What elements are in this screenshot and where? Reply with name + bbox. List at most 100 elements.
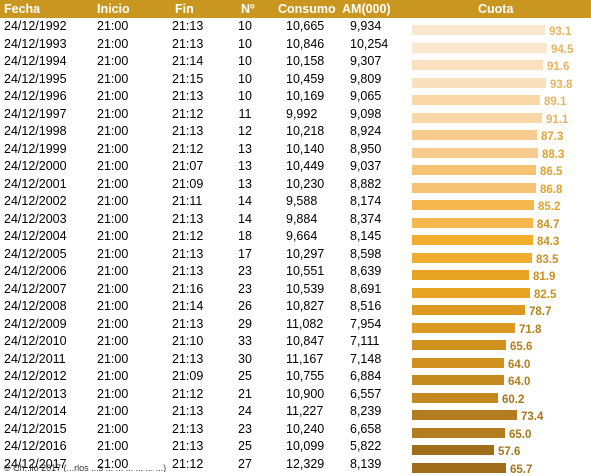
cuota-bar bbox=[412, 165, 536, 175]
table-row: 24/12/2007 21:00 21:16 23 10,539 8,691 82.5 bbox=[0, 281, 591, 301]
cell-consumo: 11,082 bbox=[286, 316, 324, 331]
table-row: 24/12/2017 21:00 21:12 27 12,329 8,139 65.7 bbox=[0, 456, 591, 476]
cuota-value-label: 64.0 bbox=[508, 376, 531, 388]
header-consumo: Consumo bbox=[278, 2, 336, 16]
cell-am: 9,809 bbox=[350, 71, 382, 86]
cell-am: 8,174 bbox=[350, 194, 382, 208]
cuota-value-label: 81.9 bbox=[533, 271, 556, 283]
cell-consumo: 10,099 bbox=[286, 439, 325, 453]
cell-numero: 25 bbox=[238, 439, 252, 453]
cell-fecha: 24/12/2004 bbox=[4, 229, 67, 243]
cell-inicio: 21:00 bbox=[97, 71, 129, 86]
cuota-value-label: 91.1 bbox=[546, 113, 569, 126]
cell-am: 9,065 bbox=[350, 89, 382, 103]
cuota-value-label: 94.5 bbox=[551, 43, 574, 56]
cell-consumo: 10,169 bbox=[286, 89, 325, 103]
cell-fecha: 24/12/2000 bbox=[4, 159, 67, 173]
cell-inicio: 21:00 bbox=[97, 19, 129, 33]
cell-inicio: 21:00 bbox=[97, 264, 129, 278]
cell-fecha: 24/12/2003 bbox=[4, 211, 67, 226]
table-row: 24/12/2001 21:00 21:09 13 10,230 8,882 86.8 bbox=[0, 176, 591, 196]
table-row: 24/12/2010 21:00 21:10 33 10,847 7,111 65.6 bbox=[0, 334, 591, 353]
cell-numero: 25 bbox=[238, 369, 252, 383]
cell-consumo: 10,297 bbox=[286, 246, 325, 261]
cell-fin: 21:12 bbox=[172, 386, 204, 401]
cell-consumo: 9,992 bbox=[286, 106, 318, 121]
cuota-value-label: 65.7 bbox=[510, 463, 533, 476]
table-row: 24/12/2015 21:00 21:13 23 10,240 6,658 65.0 bbox=[0, 421, 591, 441]
table-row: 24/12/2002 21:00 21:11 14 9,588 8,174 85.2 bbox=[0, 194, 591, 213]
cell-inicio: 21:00 bbox=[97, 404, 129, 418]
cell-inicio: 21:00 bbox=[97, 159, 129, 173]
cell-inicio: 21:00 bbox=[97, 439, 129, 453]
cuota-value-label: 89.1 bbox=[544, 96, 567, 108]
cell-inicio: 21:00 bbox=[97, 194, 129, 208]
cell-inicio: 21:00 bbox=[97, 176, 129, 191]
cell-fin: 21:13 bbox=[172, 19, 204, 33]
cell-fin: 21:13 bbox=[172, 351, 204, 366]
cell-numero: 23 bbox=[238, 264, 252, 278]
cell-am: 8,374 bbox=[350, 211, 382, 226]
cell-inicio: 21:00 bbox=[97, 229, 129, 243]
cell-consumo: 12,329 bbox=[286, 456, 325, 471]
cell-consumo: 11,227 bbox=[286, 404, 324, 418]
cuota-value-label: 71.8 bbox=[519, 323, 542, 336]
cell-numero: 10 bbox=[238, 19, 252, 33]
cell-fin: 21:14 bbox=[172, 54, 204, 68]
cell-am: 9,307 bbox=[350, 54, 382, 68]
cuota-bar bbox=[412, 182, 536, 193]
cell-am: 8,882 bbox=[350, 176, 382, 191]
footnote-text: © Ch..llo 2017 (...rlos ...s ... ... ...… bbox=[4, 464, 167, 472]
cell-consumo: 10,158 bbox=[286, 54, 325, 68]
cuota-value-label: 82.5 bbox=[534, 288, 557, 301]
cell-numero: 33 bbox=[238, 334, 252, 348]
cuota-bar bbox=[412, 270, 529, 280]
cell-fin: 21:13 bbox=[172, 89, 204, 103]
cell-am: 6,557 bbox=[350, 386, 382, 401]
cuota-value-label: 84.7 bbox=[537, 218, 560, 231]
cell-inicio: 21:00 bbox=[97, 334, 129, 348]
cell-am: 8,239 bbox=[350, 404, 382, 418]
cell-fecha: 24/12/2005 bbox=[4, 246, 67, 261]
cell-fin: 21:07 bbox=[172, 159, 204, 173]
cell-numero: 11 bbox=[238, 106, 252, 121]
cell-am: 8,950 bbox=[350, 141, 382, 156]
cell-consumo: 9,664 bbox=[286, 229, 318, 243]
table-row: 24/12/2012 21:00 21:09 25 10,755 6,884 64.0 bbox=[0, 369, 591, 388]
cell-am: 9,037 bbox=[350, 159, 382, 173]
cell-fecha: 24/12/1996 bbox=[4, 89, 67, 103]
cell-inicio: 21:00 bbox=[97, 351, 129, 366]
cuota-value-label: 93.8 bbox=[550, 78, 573, 91]
header-inicio: Inicio bbox=[97, 2, 130, 16]
cell-numero: 14 bbox=[238, 211, 252, 226]
cuota-bar bbox=[412, 322, 515, 333]
cell-numero: 29 bbox=[238, 316, 252, 331]
cell-fin: 21:13 bbox=[172, 264, 204, 278]
cell-numero: 13 bbox=[238, 141, 252, 156]
cuota-bar bbox=[412, 305, 525, 315]
cell-consumo: 10,140 bbox=[286, 141, 325, 156]
cell-numero: 26 bbox=[238, 299, 252, 313]
cuota-value-label: 88.3 bbox=[542, 148, 565, 161]
cell-fin: 21:12 bbox=[172, 106, 204, 121]
cuota-value-label: 86.5 bbox=[540, 166, 563, 178]
cell-numero: 17 bbox=[238, 246, 252, 261]
cell-am: 8,691 bbox=[350, 281, 382, 296]
cell-inicio: 21:00 bbox=[97, 456, 129, 471]
cell-consumo: 10,230 bbox=[286, 176, 325, 191]
table-row: 24/12/1996 21:00 21:13 10 10,169 9,065 89.1 bbox=[0, 89, 591, 108]
cuota-value-label: 65.0 bbox=[509, 428, 532, 441]
cell-fecha: 24/12/2008 bbox=[4, 299, 67, 313]
cuota-bar bbox=[412, 462, 506, 473]
cuota-bar bbox=[412, 147, 538, 158]
cell-numero: 14 bbox=[238, 194, 252, 208]
cell-am: 7,954 bbox=[350, 316, 382, 331]
cell-am: 7,148 bbox=[350, 351, 382, 366]
cell-fin: 21:10 bbox=[172, 334, 204, 348]
cell-fin: 21:12 bbox=[172, 456, 204, 471]
cell-fecha: 24/12/2015 bbox=[4, 421, 67, 436]
source-footnote: © Ch..llo 2017 (...rlos ...s ... ... ...… bbox=[4, 464, 404, 472]
cell-fecha: 24/12/2010 bbox=[4, 334, 67, 348]
cell-am: 9,098 bbox=[350, 106, 382, 121]
cell-inicio: 21:00 bbox=[97, 54, 129, 68]
